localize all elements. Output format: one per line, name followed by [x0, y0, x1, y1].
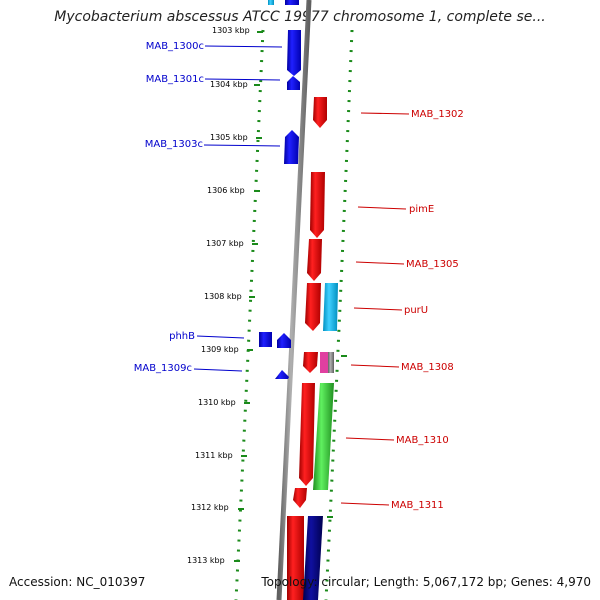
- gene-MAB_1310[interactable]: [313, 383, 334, 490]
- gene-phhB-b[interactable]: [277, 333, 291, 348]
- gene-MAB_1308-b[interactable]: [320, 352, 328, 373]
- tick-label-1303: 1303 kbp: [212, 26, 250, 35]
- label-MAB_1310[interactable]: MAB_1310: [396, 435, 449, 446]
- tick-label-1304: 1304 kbp: [210, 80, 248, 89]
- inner-dotted-guide: [234, 29, 265, 600]
- gene-MAB_1306[interactable]: [305, 283, 321, 331]
- gene-MAB_1303c[interactable]: [284, 130, 299, 164]
- tick-label-1306: 1306 kbp: [207, 186, 245, 195]
- label-purU[interactable]: purU: [404, 305, 428, 316]
- gene-MAB_1309c[interactable]: [275, 370, 289, 379]
- genome-summary-text: Topology: circular; Length: 5,067,172 bp…: [261, 575, 591, 589]
- gene-MAB_1302[interactable]: [313, 97, 327, 128]
- leader-MAB_1301c: [204, 78, 281, 81]
- leader-MAB_1303c: [203, 144, 281, 147]
- gene-bottom-red[interactable]: [287, 516, 304, 600]
- label-MAB_1303c[interactable]: MAB_1303c: [145, 139, 203, 150]
- label-pimE[interactable]: pimE: [409, 204, 434, 215]
- tick-label-1309: 1309 kbp: [201, 345, 239, 354]
- gene-partial-top-cyan: [268, 0, 274, 5]
- chromosome-backbone: [276, 0, 312, 600]
- gene-MAB_1308[interactable]: [303, 352, 318, 373]
- gene-partial-top-blue: [285, 0, 299, 5]
- gene-purU[interactable]: [323, 283, 338, 331]
- tick-label-1313: 1313 kbp: [187, 556, 225, 565]
- leader-MAB_1308: [350, 364, 400, 368]
- label-MAB_1311[interactable]: MAB_1311: [391, 500, 444, 511]
- tick-label-1312: 1312 kbp: [191, 503, 229, 512]
- accession-text: Accession: NC_010397: [9, 575, 146, 589]
- leader-MAB_1305: [355, 261, 405, 265]
- label-MAB_1302[interactable]: MAB_1302: [411, 109, 464, 120]
- gene-MAB_1310-red[interactable]: [299, 383, 315, 486]
- gene-phhB-a[interactable]: [259, 332, 272, 347]
- label-MAB_1309c[interactable]: MAB_1309c: [134, 363, 192, 374]
- tick-label-1307: 1307 kbp: [206, 239, 244, 248]
- leader-phhB: [196, 335, 245, 339]
- leader-MAB_1309c: [193, 368, 243, 372]
- leader-MAB_1310: [345, 437, 395, 441]
- gene-MAB_1311[interactable]: [293, 488, 307, 508]
- leader-pimE: [357, 206, 407, 210]
- gene-MAB_1300c[interactable]: [287, 30, 301, 76]
- map-title: Mycobacterium abscessus ATCC 19977 chrom…: [54, 9, 546, 25]
- gene-MAB_1308-c[interactable]: [328, 352, 334, 373]
- tick-label-1305: 1305 kbp: [210, 133, 248, 142]
- tick-label-1311: 1311 kbp: [195, 451, 233, 460]
- gene-pimE[interactable]: [310, 172, 325, 238]
- label-MAB_1300c[interactable]: MAB_1300c: [146, 41, 204, 52]
- label-MAB_1308[interactable]: MAB_1308: [401, 362, 454, 373]
- leader-purU: [353, 307, 403, 311]
- label-MAB_1305[interactable]: MAB_1305: [406, 259, 459, 270]
- tick-marks: [234, 31, 347, 562]
- leader-MAB_1300c: [204, 45, 283, 48]
- outer-dotted-guide: [324, 29, 354, 600]
- leader-MAB_1302: [360, 112, 410, 115]
- tick-label-1310: 1310 kbp: [198, 398, 236, 407]
- label-MAB_1301c[interactable]: MAB_1301c: [146, 74, 204, 85]
- label-phhB[interactable]: phhB: [169, 331, 195, 342]
- gene-MAB_1305[interactable]: [307, 239, 322, 281]
- gene-bottom-navy[interactable]: [303, 516, 323, 600]
- gene-MAB_1301c[interactable]: [287, 76, 300, 90]
- leader-MAB_1311: [340, 502, 390, 506]
- tick-label-1308: 1308 kbp: [204, 292, 242, 301]
